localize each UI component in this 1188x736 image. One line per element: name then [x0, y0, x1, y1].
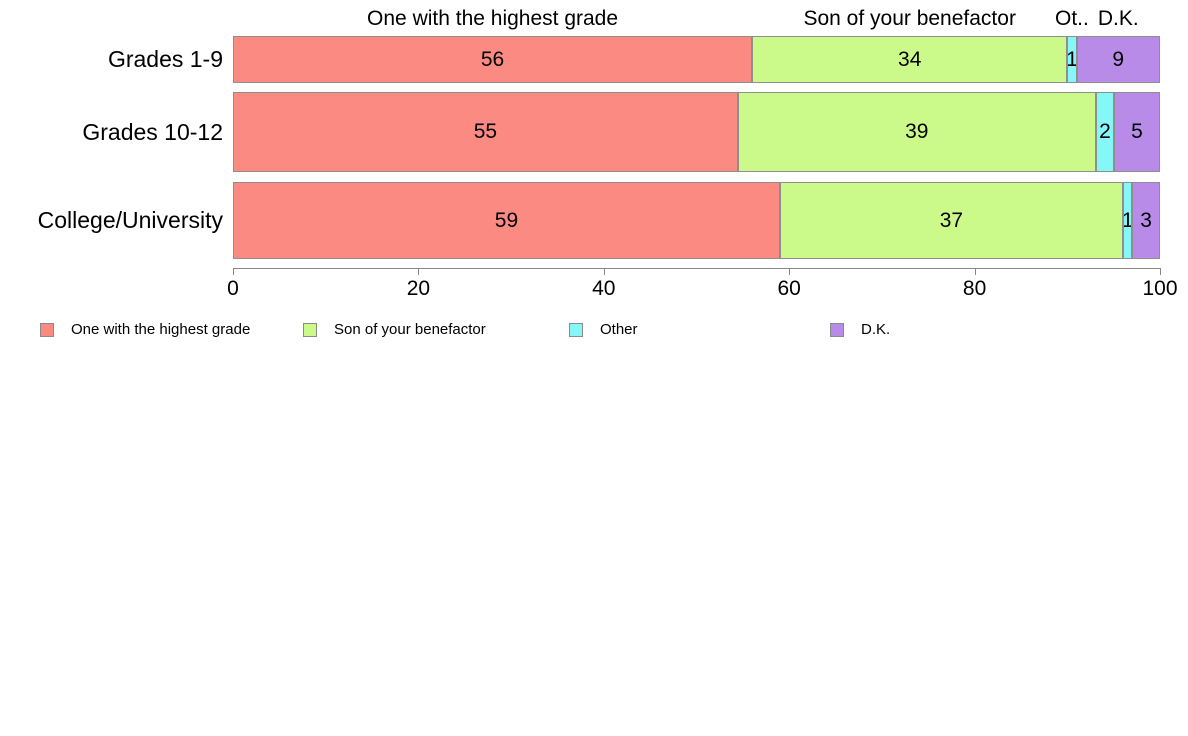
- axis-tick-label: 20: [406, 277, 431, 300]
- axis-tick-label: 100: [1142, 277, 1178, 300]
- legend-label: One with the highest grade: [71, 321, 251, 338]
- axis-tick-label: 0: [227, 277, 239, 300]
- series-header-2: Son of your benefactor: [803, 7, 1016, 30]
- bar-segment-d-k-: 9: [1076, 36, 1160, 83]
- bar-row: 56 34 1 9: [233, 36, 1160, 83]
- axis-tick: [603, 268, 605, 275]
- bar-segment-other: 1: [1066, 36, 1078, 83]
- bar-value-label: 59: [494, 208, 519, 232]
- bar-segment-one-with-the-highest-grade: 55: [233, 92, 738, 172]
- category-label: Grades 10-12: [82, 118, 223, 145]
- series-header-3: Ot..: [1055, 7, 1089, 30]
- bar-segment-d-k-: 5: [1114, 92, 1160, 172]
- bar-value-label: 34: [898, 47, 922, 71]
- legend-item-other: Other: [569, 321, 638, 338]
- bar-segment-d-k-: 3: [1132, 182, 1160, 259]
- legend-item-one-with-the-highest-grade: One with the highest grade: [40, 321, 250, 338]
- bar-value-label: 1: [1121, 208, 1134, 232]
- bar-segment-son-of-your-benefactor: 39: [737, 92, 1096, 172]
- axis-tick: [418, 268, 420, 275]
- axis-tick-label: 40: [592, 277, 616, 300]
- bar-segment-son-of-your-benefactor: 34: [752, 36, 1068, 83]
- bar-value-label: 2: [1099, 120, 1111, 143]
- axis-tick: [789, 268, 791, 275]
- bar-value-label: 5: [1131, 120, 1143, 143]
- bar-value-label: 39: [905, 120, 929, 143]
- bar-segment-other: 2: [1095, 92, 1115, 172]
- bar-value-label: 3: [1140, 208, 1152, 232]
- bar-segment-other: 1: [1121, 182, 1134, 259]
- legend-item-d-k-: D.K.: [830, 321, 890, 338]
- legend-item-son-of-your-benefactor: Son of your benefactor: [303, 321, 486, 338]
- bar-value-label: 9: [1112, 47, 1125, 71]
- bar-row: 59 37 1 3: [233, 182, 1160, 259]
- legend-swatch: [40, 322, 54, 337]
- bar-value-label: 37: [939, 208, 964, 232]
- axis-tick: [974, 268, 976, 275]
- series-header-4: D.K.: [1097, 7, 1139, 30]
- legend-swatch: [830, 322, 844, 337]
- legend-label: D.K.: [861, 321, 891, 338]
- axis-tick-label: 80: [962, 277, 987, 300]
- bar-value-label: 55: [473, 120, 498, 143]
- legend-swatch: [569, 322, 583, 337]
- bar-value-label: 56: [480, 47, 505, 71]
- series-header-1: One with the highest grade: [367, 7, 619, 30]
- axis-line: [233, 268, 1160, 269]
- category-label: Grades 1-9: [107, 46, 223, 72]
- bar-segment-one-with-the-highest-grade: 56: [233, 36, 753, 83]
- category-label: College/University: [37, 207, 223, 233]
- axis-tick: [1160, 268, 1161, 275]
- bar-row: 55 39 2 5: [233, 92, 1160, 172]
- axis-tick-label: 60: [777, 277, 801, 300]
- bar-segment-one-with-the-highest-grade: 59: [233, 182, 780, 259]
- legend-label: Son of your benefactor: [334, 321, 486, 338]
- axis-tick: [233, 268, 234, 275]
- legend-label: Other: [600, 321, 638, 338]
- legend-swatch: [303, 322, 317, 337]
- bar-segment-son-of-your-benefactor: 37: [779, 182, 1123, 259]
- bar-value-label: 1: [1066, 47, 1078, 71]
